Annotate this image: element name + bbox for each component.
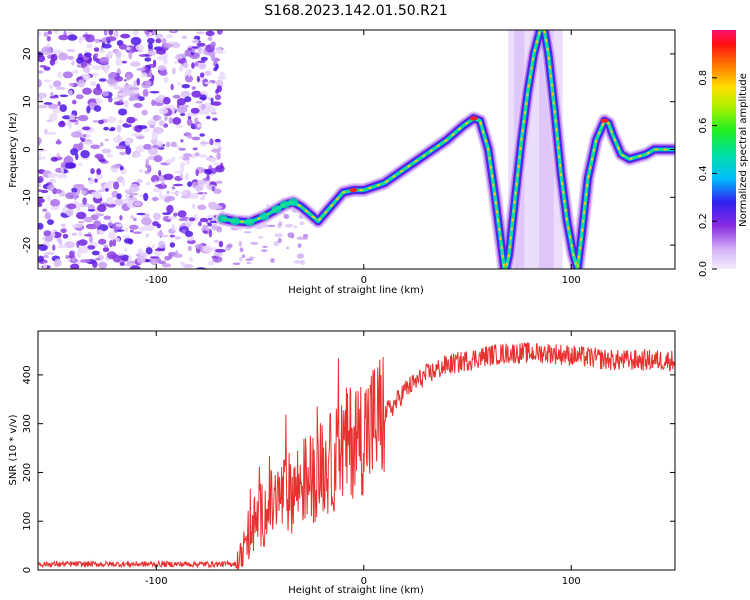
colorbar-tick-1: 0.2 — [698, 213, 709, 229]
spectrogram-x-ticks: -100 0 100 — [145, 30, 581, 286]
bot-yticks-label-1: 100 — [22, 512, 33, 531]
bot-yticks-label-4: 400 — [22, 365, 33, 384]
spectrogram-x-label: Height of straight line (km) — [288, 285, 424, 296]
colorbar-label: Normalized spectral amplitude — [738, 73, 749, 227]
top-yticks-label-4: 20 — [22, 48, 33, 61]
snr-x-ticks: -100 0 100 — [145, 331, 581, 587]
bot-yticks-label-2: 200 — [22, 463, 33, 482]
top-xticks-label-0: -100 — [145, 275, 168, 286]
bot-yticks-label-3: 300 — [22, 414, 33, 433]
snr-x-label: Height of straight line (km) — [288, 585, 424, 596]
colorbar-tick-3: 0.6 — [698, 118, 709, 134]
spectrogram-y-ticks: -20 -10 0 10 20 — [22, 48, 675, 253]
colorbar-ticks: 0.0 0.2 0.4 0.6 0.8 — [698, 70, 717, 277]
top-xticks-label-1: 0 — [361, 275, 367, 286]
snr-y-label: SNR (10 * v/v) — [8, 414, 19, 485]
bot-yticks-label-0: 0 — [22, 567, 33, 573]
figure-title: S168.2023.142.01.50.R21 — [264, 3, 447, 19]
colorbar-gradient — [712, 30, 736, 269]
bot-xticks-label-2: 100 — [562, 576, 581, 587]
top-yticks-label-3: 10 — [22, 95, 33, 108]
ridge-trace — [215, 30, 675, 269]
bot-xticks-label-0: -100 — [145, 576, 168, 587]
ridge-peak-markers — [222, 30, 673, 269]
colorbar: 0.0 0.2 0.4 0.6 0.8 Normalized spectral ampl… — [698, 30, 749, 277]
colorbar-tick-4: 0.8 — [698, 70, 709, 86]
top-yticks-label-2: 0 — [22, 146, 33, 152]
snr-panel: -100 0 100 0 100 200 300 400 Height of straigh… — [8, 330, 676, 596]
colorbar-tick-0: 0.0 — [698, 261, 709, 277]
bot-xticks-label-1: 0 — [361, 576, 367, 587]
snr-y-ticks: 0 100 200 300 400 — [22, 365, 675, 573]
top-xticks-label-2: 100 — [562, 275, 581, 286]
colorbar-tick-2: 0.4 — [698, 165, 709, 181]
top-yticks-label-1: -10 — [22, 189, 33, 205]
top-yticks-label-0: -20 — [22, 237, 33, 253]
noise-region — [38, 30, 309, 269]
snr-series-line — [38, 342, 675, 570]
snr-frame — [37, 330, 676, 571]
spectrogram-y-label: Frequency (Hz) — [8, 112, 19, 188]
